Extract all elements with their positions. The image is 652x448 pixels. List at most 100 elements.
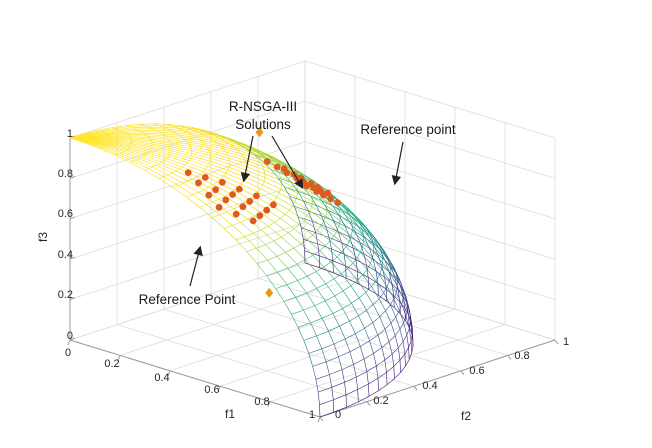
surface-mesh-line (253, 233, 266, 245)
surface-mesh-line (246, 173, 265, 182)
surface-mesh-line (332, 313, 340, 327)
x-tick-label: 0 (65, 347, 71, 359)
surface-mesh-line (199, 139, 204, 143)
surface-mesh-line (148, 168, 164, 177)
surface-mesh-line (86, 142, 104, 148)
surface-mesh-line (244, 233, 254, 237)
surface-mesh-line (90, 138, 112, 142)
surface-mesh-line (260, 184, 263, 189)
surface-mesh-line (208, 150, 211, 154)
surface-mesh-line (186, 196, 200, 208)
surface-mesh-line (384, 353, 393, 361)
surface-mesh-line (184, 162, 188, 166)
surface-mesh-line (203, 134, 220, 139)
surface-mesh-line (325, 226, 339, 232)
surface-mesh-line (393, 366, 395, 379)
surface-mesh-line (325, 283, 335, 297)
surface-mesh-line (321, 200, 329, 211)
surface-mesh-line (171, 148, 192, 154)
surface-mesh-line (199, 171, 204, 175)
z-tick-label: 0.6 (58, 208, 73, 220)
surface-mesh-line (243, 156, 246, 161)
surface-mesh-line (276, 256, 288, 269)
surface-mesh-line (317, 230, 331, 242)
surface-mesh-line (333, 394, 347, 401)
surface-mesh-line (326, 210, 341, 221)
surface-mesh-line (101, 147, 118, 155)
surface-mesh-line (263, 169, 281, 178)
surface-mesh-line (316, 330, 329, 337)
surface-mesh-line (208, 161, 211, 165)
surface-mesh-line (325, 356, 339, 363)
annotations: R-NSGA-III Solutions Reference point Ref… (139, 99, 456, 307)
surface-mesh-line (283, 301, 292, 315)
surface-mesh-line (379, 316, 386, 330)
surface-mesh-line (373, 259, 377, 272)
x-tick-label: 0.4 (154, 372, 169, 384)
surface-mesh-line (152, 165, 156, 168)
surface-mesh-line (314, 305, 323, 319)
surface-mesh-line (330, 256, 338, 263)
surface-mesh-line (373, 353, 377, 366)
surface-mesh-line (297, 327, 305, 341)
surface-mesh-line (357, 383, 369, 390)
surface-mesh-line (306, 292, 316, 306)
surface-mesh-line (341, 242, 354, 249)
surface-mesh-line (121, 130, 139, 132)
x-tick-mark (167, 370, 171, 376)
surface-mesh-line (188, 157, 191, 161)
surface-mesh-line (182, 137, 186, 140)
surface-mesh-line (386, 286, 395, 299)
surface-mesh-line (404, 308, 406, 321)
grid-line (304, 181, 556, 260)
surface-mesh-line (363, 358, 368, 372)
surface-mesh-line (208, 137, 225, 142)
surface-mesh-line (89, 135, 110, 137)
surface-mesh-line (303, 309, 311, 324)
surface-mesh-line (357, 283, 369, 290)
surface-mesh-line (349, 351, 354, 365)
surface-mesh-line (233, 205, 240, 210)
x-tick-label: 0.2 (104, 358, 119, 370)
surface-mesh-line (228, 158, 230, 162)
surface-mesh-line (265, 240, 274, 245)
surface-mesh-line (334, 290, 344, 297)
surface-mesh-line (266, 275, 276, 289)
surface-mesh-line (240, 183, 258, 193)
surface-mesh-line (151, 148, 171, 154)
surface-mesh-line (319, 404, 321, 418)
surface-mesh-line (98, 127, 113, 131)
surface-mesh-line (132, 160, 149, 169)
surface-mesh-line (312, 255, 325, 268)
surface-mesh-line (158, 125, 173, 127)
surface-mesh-line (312, 221, 316, 233)
surface-mesh-line (273, 240, 287, 253)
surface-mesh-line (266, 272, 278, 277)
surface-mesh-line (192, 192, 199, 195)
surface-mesh-line (254, 215, 269, 227)
surface-mesh-line (240, 222, 254, 234)
surface-mesh-line (406, 302, 409, 315)
surface-mesh-line (397, 347, 401, 361)
surface-mesh-line (366, 269, 377, 282)
surface-mesh-line (399, 301, 401, 314)
surface-mesh-line (150, 138, 170, 142)
surface-mesh-line (356, 217, 366, 228)
surface-mesh-line (246, 170, 248, 174)
surface-mesh-line (147, 135, 167, 138)
surface-mesh-line (236, 142, 247, 149)
surface-mesh-line (267, 155, 278, 163)
surface-mesh-line (355, 377, 358, 390)
solution-point (320, 191, 327, 199)
surface-mesh-line (104, 130, 122, 133)
surface-mesh-line (306, 210, 311, 216)
x-tick-mark (117, 355, 121, 361)
surface-mesh-line (377, 372, 387, 379)
surface-mesh-line (223, 148, 242, 154)
grid-line (269, 324, 506, 402)
surface-mesh-line (358, 315, 365, 329)
surface-mesh-line (89, 134, 109, 137)
surface-mesh-line (172, 170, 177, 174)
surface-mesh-line (381, 341, 390, 348)
surface-mesh-line (263, 177, 266, 182)
